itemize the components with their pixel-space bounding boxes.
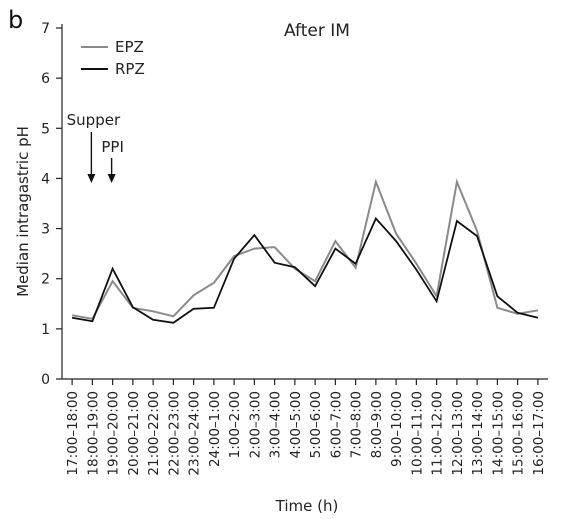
legend-label-rpz: RPZ [115, 60, 145, 78]
x-tick-label: 16:00–17:00 [531, 391, 547, 476]
x-tick-label: 3:00–4:00 [268, 391, 284, 458]
y-tick-label: 5 [41, 121, 50, 137]
y-axis-title: Median intragastric pH [14, 126, 32, 297]
x-tick-label: 23:00–24:00 [187, 391, 203, 476]
x-ticks: 17:00–18:00 18:00–19:00 19:00–20:00 20:00–2… [65, 379, 547, 476]
legend-label-epz: EPZ [115, 38, 144, 56]
x-tick-label: 20:00–21:00 [126, 391, 142, 476]
y-tick-label: 6 [41, 71, 50, 87]
annotation-supper: Supper [67, 111, 121, 129]
series-lines [71, 178, 539, 324]
x-tick-label: 24:00–1:00 [207, 391, 223, 467]
x-axis-title: Time (h) [275, 497, 339, 515]
axes [61, 24, 548, 380]
x-tick-label: 2:00–3:00 [247, 391, 263, 458]
x-tick-label: 4:00–5:00 [288, 391, 304, 458]
x-tick-label: 10:00–11:00 [409, 391, 425, 476]
series-line-epz [71, 178, 539, 320]
y-tick-label: 1 [41, 322, 50, 338]
x-tick-label: 17:00–18:00 [65, 391, 81, 476]
y-tick-label: 7 [41, 21, 50, 37]
x-tick-label: 14:00–15:00 [490, 391, 506, 476]
x-tick-label: 5:00–6:00 [308, 391, 324, 458]
x-tick-label: 18:00–19:00 [85, 391, 101, 476]
y-tick-label: 0 [41, 372, 50, 388]
y-tick-label: 3 [41, 222, 50, 238]
x-tick-label: 8:00–9:00 [369, 391, 385, 458]
x-tick-label: 6:00–7:00 [328, 391, 344, 458]
chart-title: After IM [284, 21, 350, 41]
arrow-supper-head [87, 174, 96, 183]
series-line-rpz [71, 216, 539, 324]
annotations: Supper PPI [67, 111, 124, 183]
x-tick-label: 7:00–8:00 [349, 391, 365, 458]
legend: EPZ RPZ [81, 38, 145, 78]
x-tick-label: 11:00–12:00 [430, 391, 446, 476]
x-tick-label: 13:00–14:00 [470, 391, 486, 476]
y-tick-label: 4 [41, 171, 50, 187]
x-tick-label: 19:00–20:00 [106, 391, 122, 476]
annotation-ppi: PPI [101, 138, 124, 156]
x-tick-label: 1:00–2:00 [227, 391, 243, 458]
y-ticks: 0 1 2 3 4 5 6 7 [41, 21, 62, 388]
x-tick-label: 22:00–23:00 [166, 391, 182, 476]
x-tick-label: 21:00–22:00 [146, 391, 162, 476]
x-tick-label: 15:00–16:00 [511, 391, 527, 476]
panel-letter: b [8, 6, 24, 34]
y-tick-label: 2 [41, 272, 50, 288]
x-tick-label: 9:00–10:00 [389, 391, 405, 467]
arrow-ppi-head [107, 174, 116, 183]
x-tick-label: 12:00–13:00 [450, 391, 466, 476]
